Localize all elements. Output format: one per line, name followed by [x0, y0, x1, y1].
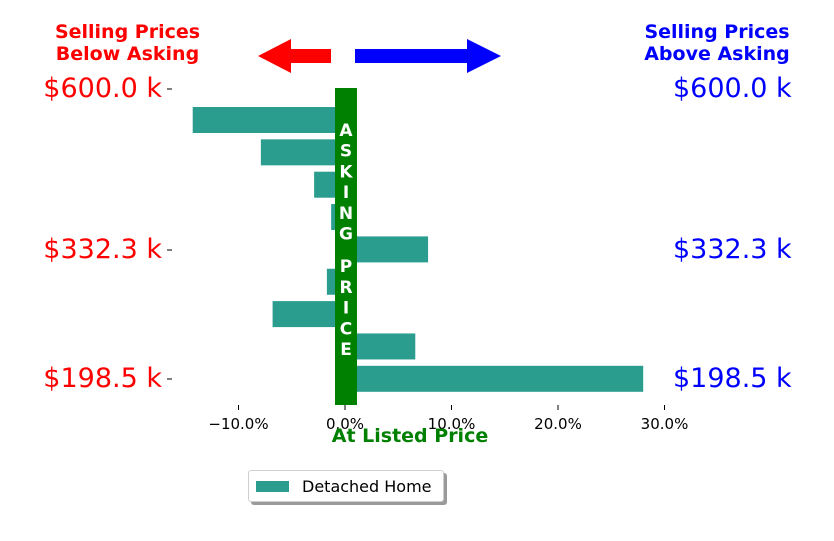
price-label-right-top: $600.0 k	[673, 73, 792, 104]
y-ticks	[167, 88, 172, 380]
price-label-left-top: $600.0 k	[43, 73, 162, 104]
legend: Detached Home	[248, 470, 444, 502]
x-tick-label: −10.0%	[208, 415, 268, 433]
bar-4	[345, 236, 429, 263]
header-below-asking: Selling Prices Below Asking	[54, 21, 201, 65]
bar-6	[272, 301, 345, 328]
right-arrow-icon	[355, 39, 501, 73]
band-letter: P	[340, 257, 352, 277]
bar-1	[260, 139, 345, 166]
price-label-right-mid: $332.3 k	[673, 234, 792, 265]
band-letter: R	[339, 278, 352, 298]
band-letter: I	[343, 183, 349, 203]
band-letter: N	[339, 204, 353, 224]
band-letter: K	[339, 162, 353, 182]
x-axis: −10.0% 0.0% 10.0% 20.0% 30.0%	[208, 405, 688, 433]
band-letter: E	[340, 340, 352, 360]
band-letter: C	[340, 319, 352, 339]
direction-arrows	[258, 39, 501, 73]
band-letter: A	[339, 121, 353, 141]
band-letter: I	[343, 299, 349, 319]
price-label-left-mid: $332.3 k	[43, 234, 162, 265]
x-axis-label: At Listed Price	[331, 425, 489, 447]
band-letter: G	[339, 225, 353, 245]
legend-swatch	[256, 480, 289, 492]
bar-8	[345, 365, 644, 392]
price-label-right-bottom: $198.5 k	[673, 363, 792, 394]
asking-price-band	[335, 88, 357, 405]
header-above-asking: Selling Prices Above Asking	[644, 21, 790, 65]
x-tick-label: 0.0%	[326, 415, 364, 433]
bars-group	[192, 107, 644, 392]
band-letter: S	[340, 142, 352, 162]
bar-0	[192, 107, 345, 133]
left-arrow-icon	[258, 39, 331, 73]
price-label-left-bottom: $198.5 k	[43, 363, 162, 394]
x-tick-label: 10.0%	[428, 415, 476, 433]
x-tick-label: 30.0%	[641, 415, 689, 433]
legend-label: Detached Home	[302, 476, 432, 496]
x-tick-label: 20.0%	[534, 415, 582, 433]
